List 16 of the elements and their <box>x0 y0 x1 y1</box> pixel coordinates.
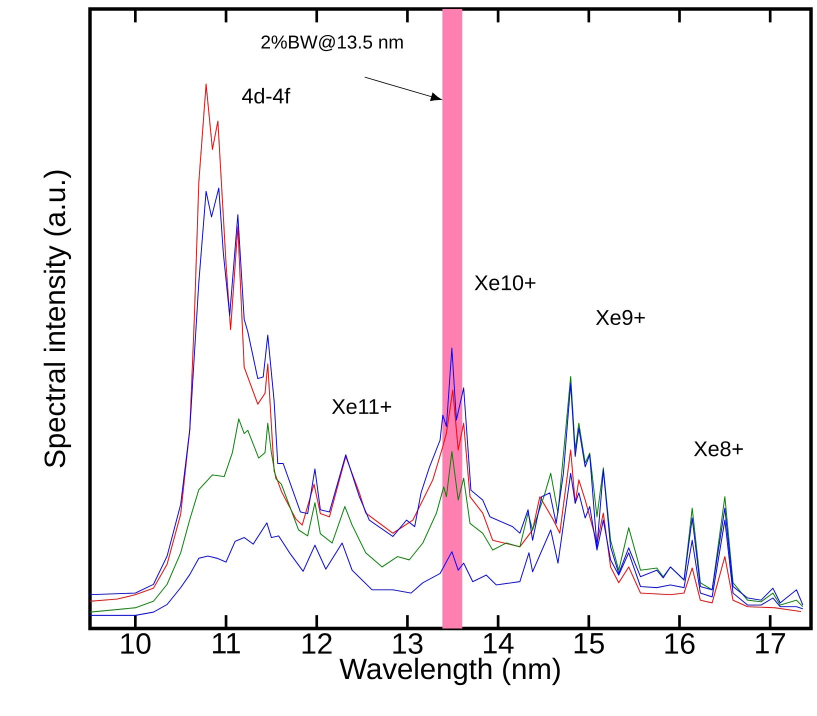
x-tick-label: 15 <box>574 633 604 654</box>
x-tick-label: 11 <box>213 633 240 654</box>
annotation: Xe9+ <box>596 310 645 326</box>
x-tick-label: 12 <box>302 633 332 654</box>
band-label: 2%BW@13.5 nm <box>261 35 403 52</box>
x-tick-label: 14 <box>484 633 514 654</box>
x-axis-title: Wavelength (nm) <box>340 658 560 686</box>
x-tick-label: 16 <box>665 633 695 654</box>
annotation: Xe11+ <box>332 399 392 414</box>
x-tick-label: 13 <box>393 633 422 654</box>
annotation: 4d-4f <box>242 88 290 104</box>
annotation: Xe10+ <box>474 275 536 290</box>
x-tick-label: 17 <box>756 633 786 654</box>
y-axis-title: Spectral intensity (a.u.) <box>44 170 72 468</box>
annotation: Xe8+ <box>694 441 743 456</box>
x-tick-label: 10 <box>121 633 151 654</box>
